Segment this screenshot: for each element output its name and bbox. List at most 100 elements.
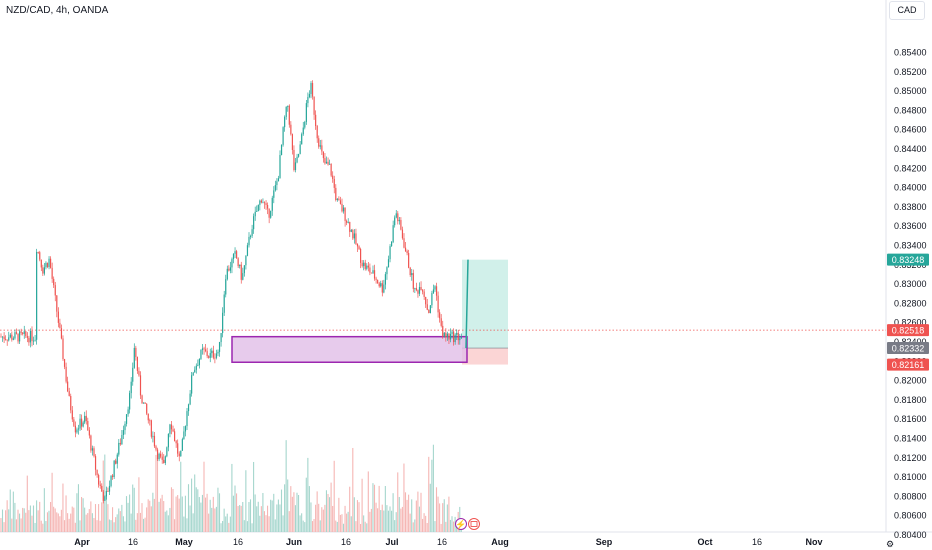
current-price-label-bg	[887, 342, 929, 355]
volume-bar	[254, 494, 256, 532]
candle-body	[209, 353, 211, 358]
y-tick-label: 0.85400	[894, 48, 927, 58]
volume-bar	[76, 493, 78, 532]
volume-bar	[349, 486, 351, 532]
volume-bar	[298, 495, 300, 532]
volume-bar	[411, 499, 413, 532]
candle-body	[373, 270, 376, 279]
volume-bar	[347, 511, 349, 532]
symbol-title[interactable]: NZD/CAD, 4h, OANDA	[6, 5, 109, 16]
candle-body	[6, 339, 8, 341]
candle-body	[31, 330, 33, 342]
volume-bar	[415, 500, 417, 532]
volume-bar	[239, 505, 241, 532]
volume-bar	[136, 513, 138, 532]
volume-bar	[248, 501, 250, 532]
candle-body	[236, 251, 238, 259]
volume-bar	[160, 498, 162, 532]
candle-body	[208, 356, 210, 358]
volume-bar	[453, 521, 455, 532]
candle-body	[192, 372, 194, 376]
volume-bar	[77, 484, 79, 532]
candle-body	[274, 185, 276, 191]
candle-body	[9, 334, 11, 338]
volume-bar	[149, 500, 151, 532]
volume-bar	[0, 518, 2, 532]
volume-bar	[212, 496, 214, 532]
volume-bar	[336, 521, 338, 532]
volume-bar	[183, 516, 185, 532]
calendar-glyph	[470, 521, 478, 527]
candle-body	[298, 153, 300, 157]
volume-bar	[242, 502, 244, 532]
time-axis[interactable]: Apr 16 May 16 Jun 16 Jul 16 Aug Sep Oct 16 Nov	[74, 537, 822, 547]
volume-bar	[307, 457, 309, 532]
volume-bar	[91, 513, 93, 532]
volume-bar	[276, 504, 278, 532]
candle-body	[87, 421, 89, 431]
volume-bar	[398, 496, 400, 532]
y-tick-label: 0.81400	[894, 434, 927, 444]
candle-body	[268, 208, 270, 218]
candle-body	[346, 220, 348, 223]
volume-bar	[384, 486, 386, 532]
candle-body	[341, 203, 343, 212]
candle-body	[389, 246, 391, 260]
volume-bar	[11, 518, 13, 532]
candle-body	[156, 449, 159, 460]
volume-bar	[267, 505, 269, 532]
event-markers[interactable]: ⚡	[455, 518, 480, 531]
volume-bar	[43, 488, 45, 532]
candle-body	[363, 262, 365, 267]
candle-body	[205, 349, 207, 352]
candle-body	[170, 424, 173, 430]
volume-bar	[125, 496, 128, 532]
candle-body	[65, 366, 67, 382]
volume-bar	[372, 483, 374, 532]
volume-bar	[301, 513, 303, 532]
candle-body	[443, 332, 445, 337]
candle-body	[70, 396, 72, 411]
candle-body	[203, 348, 205, 350]
volume-bar	[54, 508, 56, 532]
gear-icon[interactable]: ⚙	[885, 539, 895, 549]
volume-bar	[3, 522, 5, 532]
candle-body	[316, 125, 318, 139]
volume-bar	[119, 511, 121, 532]
currency-button[interactable]: CAD	[889, 1, 925, 20]
candle-body	[420, 287, 422, 291]
candle-body	[167, 433, 169, 448]
volume-bar	[208, 513, 210, 532]
volume-bar	[186, 518, 188, 532]
candle-body	[335, 187, 337, 201]
volume-bar	[425, 515, 427, 532]
volume-bar	[344, 505, 346, 532]
volume-bar	[342, 523, 345, 532]
volume-bar	[8, 509, 10, 532]
y-tick-label: 0.84600	[894, 125, 927, 135]
volume-bar	[42, 523, 44, 532]
candle-body	[377, 279, 379, 284]
candle-body	[5, 339, 7, 340]
volume-bar	[73, 507, 75, 532]
volume-bar	[68, 518, 70, 532]
volume-bar	[370, 508, 372, 532]
volume-bar	[56, 512, 58, 532]
candle-body	[263, 202, 266, 204]
volume-bar	[74, 522, 76, 532]
volume-bar	[366, 523, 368, 532]
volume-bar	[253, 461, 255, 532]
volume-bar	[139, 512, 141, 532]
candle-body	[23, 331, 25, 334]
candle-body	[46, 262, 49, 268]
price-axis[interactable]: 0.85400 0.85200 0.85000 0.84800 0.84600 0.844…	[894, 48, 927, 541]
volume-bar	[189, 505, 191, 532]
volume-bar	[197, 489, 199, 532]
candle-body	[240, 264, 242, 280]
candle-body	[180, 450, 182, 457]
volume-bar	[358, 502, 360, 532]
candle-body	[161, 456, 163, 460]
y-tick-label: 0.80800	[894, 491, 927, 501]
candle-body	[329, 163, 331, 165]
